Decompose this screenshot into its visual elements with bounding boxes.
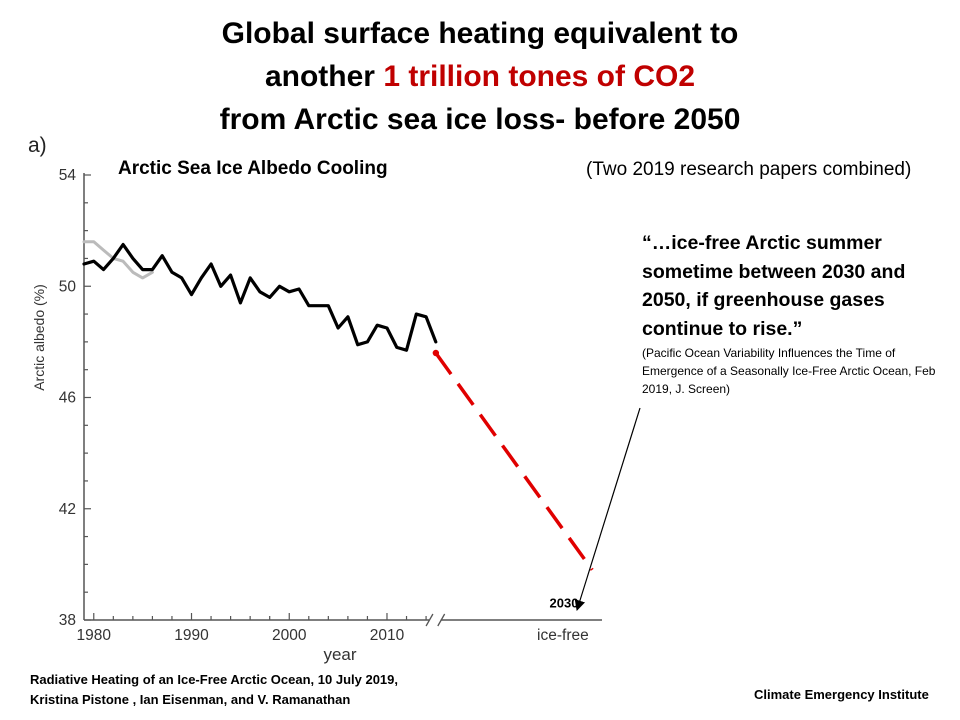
albedo-series-grey-line (82, 240, 154, 280)
y-tick-label: 42 (59, 501, 76, 518)
y-axis-label: Arctic albedo (%) (31, 284, 47, 391)
chart-subtitle: Arctic Sea Ice Albedo Cooling (118, 158, 388, 179)
x-tick-label: 2010 (370, 627, 405, 644)
credit: Climate Emergency Institute (754, 687, 929, 702)
chart-source: Radiative Heating of an Ice-Free Arctic … (30, 670, 398, 710)
albedo-series-line (82, 242, 438, 352)
papers-note: (Two 2019 research papers combined) (586, 159, 912, 180)
y-tick-label: 46 (59, 390, 76, 407)
source-line-1: Radiative Heating of an Ice-Free Arctic … (30, 672, 399, 687)
x-axis-label: year (323, 645, 356, 664)
x-tick-label: 1980 (77, 627, 112, 644)
source-line-2: Kristina Pistone , Ian Eisenman, and V. … (30, 692, 351, 707)
title-line-2-prefix: another (264, 60, 384, 93)
panel-label: a) (28, 134, 47, 157)
quote-source: (Pacific Ocean Variability Influences th… (642, 346, 936, 396)
y-tick-label: 50 (59, 278, 77, 295)
title-highlight: 1 trillion tones of CO2 (383, 60, 696, 93)
y-tick-label: 38 (59, 612, 76, 629)
y-tick-label: 54 (59, 167, 77, 184)
axis-break-mark (437, 613, 446, 627)
title-line-1: Global surface heating equivalent to (221, 17, 739, 50)
page-title: Global surface heating equivalent to ano… (100, 12, 860, 141)
quote-pointer-arrow (574, 407, 641, 612)
title-line-3: from Arctic sea ice loss- before 2050 (219, 103, 741, 136)
axis-break-mark (425, 613, 434, 627)
quote-text: “…ice-free Arctic summer sometime betwee… (642, 232, 906, 340)
year-annotation: 2030 (550, 596, 579, 611)
x-tick-label: 1990 (174, 627, 209, 644)
x-tick-label: ice-free (537, 627, 589, 644)
projection-line (434, 351, 594, 571)
title-line-2: another 1 trillion tones of CO2 (100, 55, 860, 98)
projection-start-dot (432, 349, 440, 357)
x-tick-label: 2000 (272, 627, 307, 644)
